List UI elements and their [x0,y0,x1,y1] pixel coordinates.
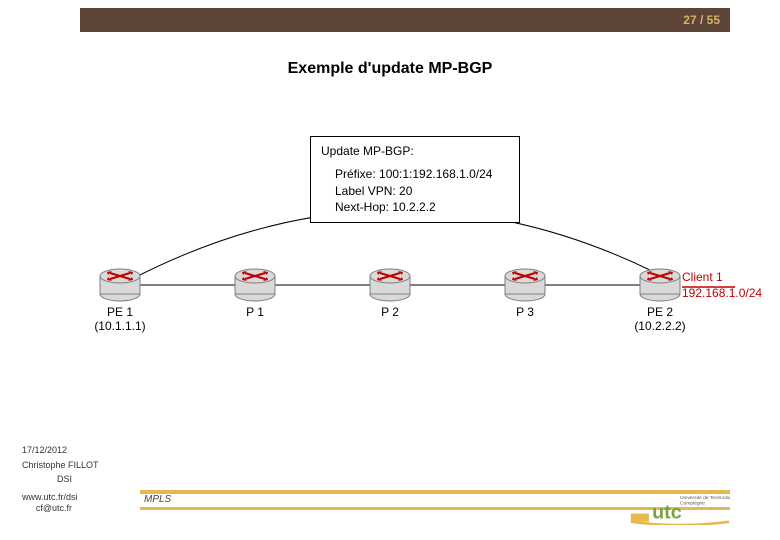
page-sep: / [697,13,707,27]
utc-logo: utc Université de Technologie Compiègne [630,489,730,525]
diagram-area: Update MP-BGP: Préfixe: 100:1:192.168.1.… [60,100,740,380]
page-total: 55 [707,13,720,27]
router-label-p3: P 3 [485,305,565,319]
svg-text:Compiègne: Compiègne [680,501,705,507]
router-pe1 [100,269,140,301]
router-p1 [235,269,275,301]
footer-site: www.utc.fr/dsi [22,492,132,504]
router-label-pe2: PE 2(10.2.2.2) [620,305,700,333]
client-prefix: 192.168.1.0/24 [682,286,762,302]
footer-email: cf@utc.fr [22,503,132,515]
client-label: Client 1 192.168.1.0/24 [682,270,762,301]
router-p3 [505,269,545,301]
router-label-pe1: PE 1(10.1.1.1) [80,305,160,333]
header-bar: 27 / 55 [80,8,730,32]
bgp-line: Préfixe: 100:1:192.168.1.0/24 [335,166,509,183]
footer-date: 17/12/2012 [22,445,132,457]
footer-dept: DSI [22,474,132,486]
router-label-p1: P 1 [215,305,295,319]
footer-tag: MPLS [144,494,171,505]
bgp-header: Update MP-BGP: [321,143,509,160]
bgp-line: Label VPN: 20 [335,183,509,200]
router-label-p2: P 2 [350,305,430,319]
bgp-lines: Préfixe: 100:1:192.168.1.0/24Label VPN: … [321,166,509,216]
client-name: Client 1 [682,270,762,286]
router-p2 [370,269,410,301]
footer-left: 17/12/2012 Christophe FILLOT DSI www.utc… [22,445,132,515]
page-number: 27 / 55 [683,13,720,27]
bgp-update-box: Update MP-BGP: Préfixe: 100:1:192.168.1.… [310,136,520,223]
svg-text:utc: utc [652,501,682,523]
svg-text:Université de Technologie: Université de Technologie [680,495,730,501]
footer-author: Christophe FILLOT [22,460,132,472]
bgp-line: Next-Hop: 10.2.2.2 [335,199,509,216]
page-current: 27 [683,13,696,27]
router-pe2 [640,269,680,301]
slide-title: Exemple d'update MP-BGP [0,60,780,78]
